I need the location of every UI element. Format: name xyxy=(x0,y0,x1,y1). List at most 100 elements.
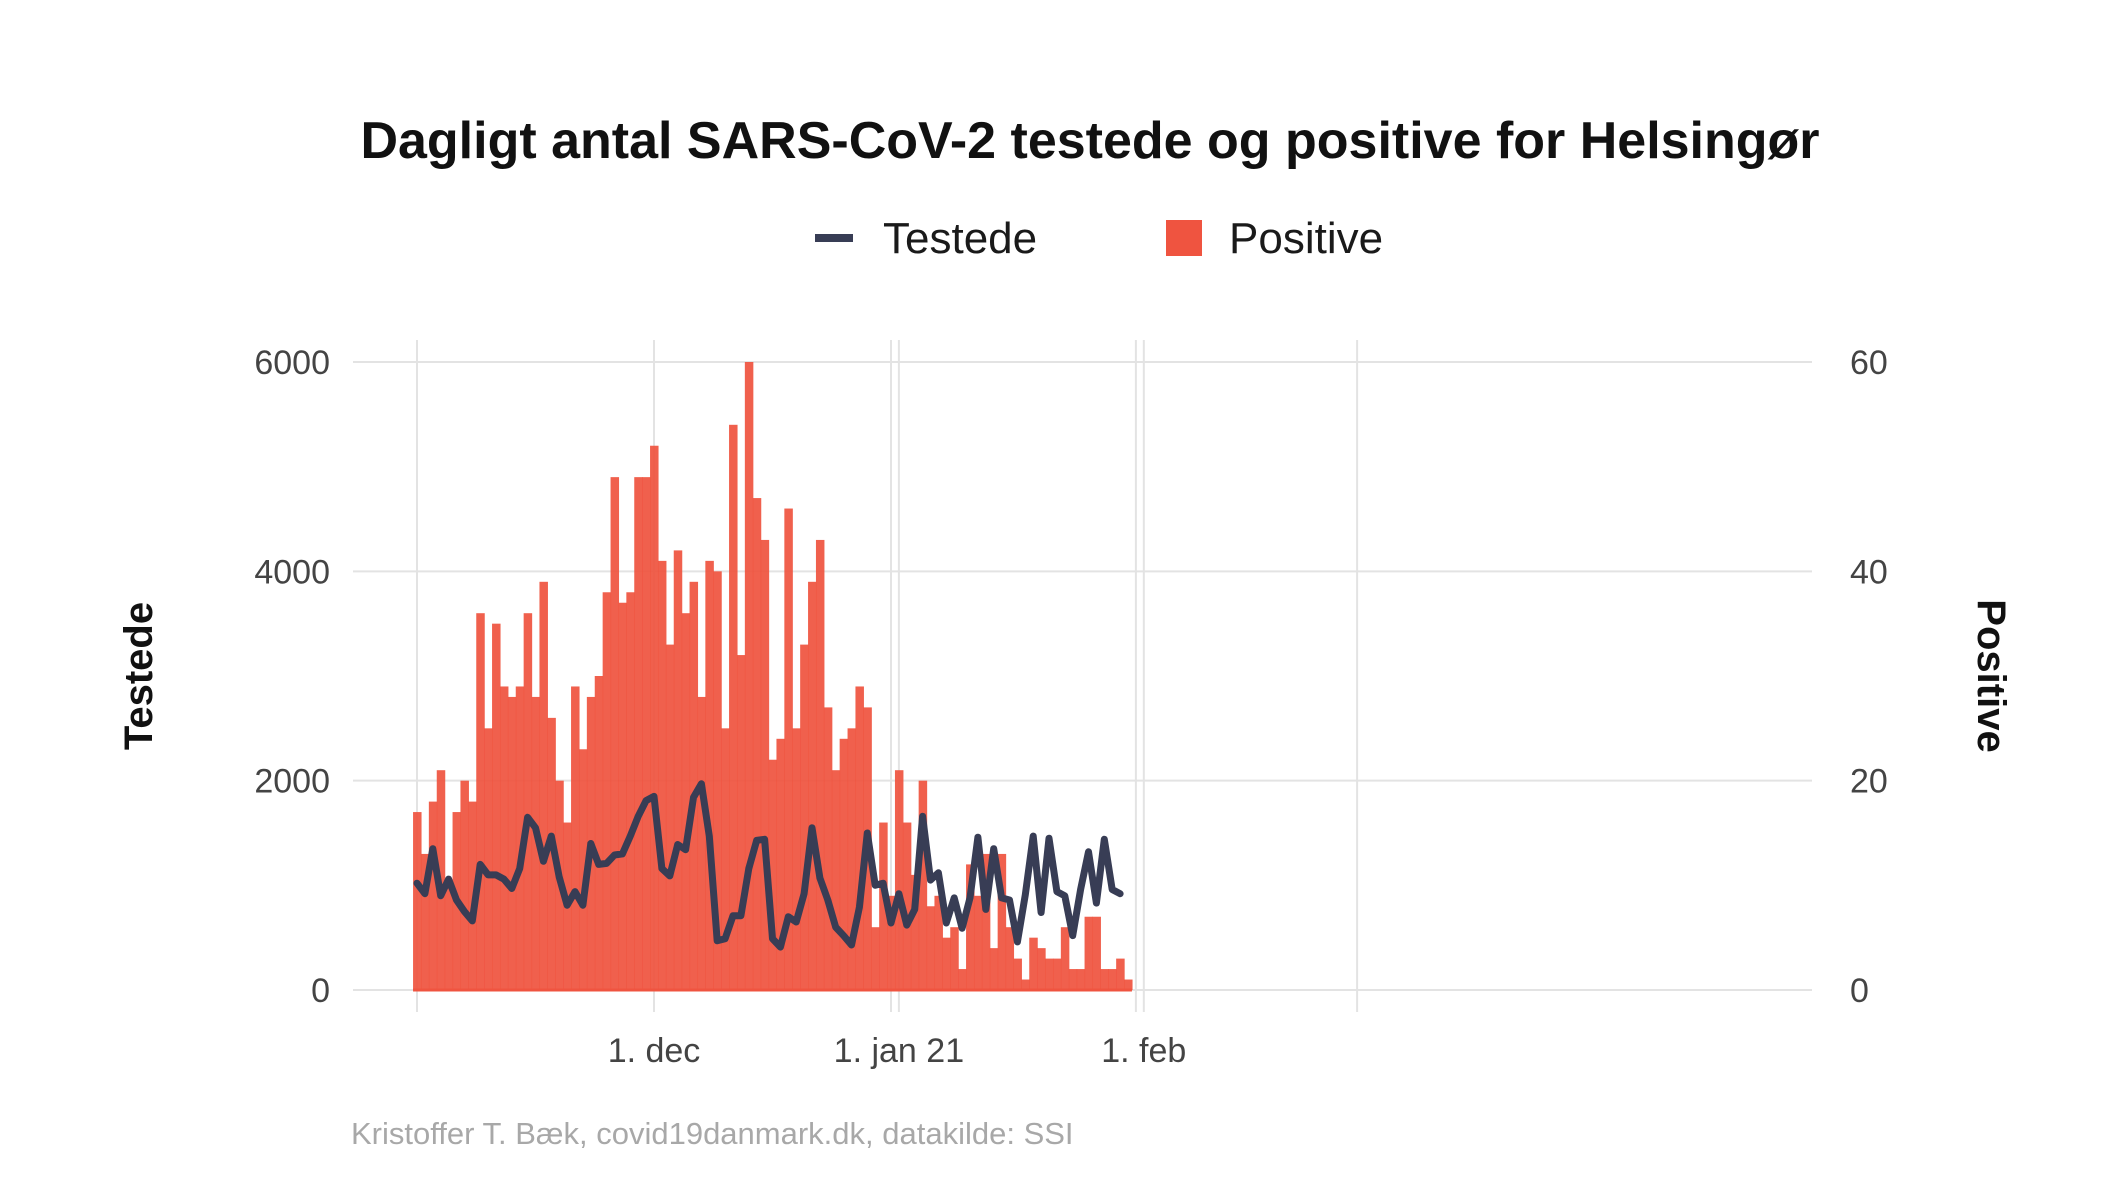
positive-bar xyxy=(499,686,509,990)
positive-bar xyxy=(855,686,864,990)
left-tick-label: 4000 xyxy=(254,553,330,591)
positive-bar xyxy=(776,738,785,990)
positive-bar xyxy=(950,927,959,990)
left-tick-label: 0 xyxy=(311,972,330,1010)
left-tick-label: 6000 xyxy=(254,344,330,382)
positive-bar xyxy=(721,728,730,990)
right-tick-label: 0 xyxy=(1850,972,1869,1010)
left-axis-title: Testede xyxy=(117,602,161,750)
positive-bar xyxy=(1124,979,1133,990)
positive-bar xyxy=(973,895,983,990)
testede-line xyxy=(413,780,1124,951)
legend: Testede Positive xyxy=(815,214,1383,263)
positive-bar xyxy=(634,477,643,991)
left-axis-ticks: 0 2000 4000 6000 xyxy=(254,344,330,1010)
positive-bar xyxy=(713,571,722,990)
legend-testede-label: Testede xyxy=(883,214,1037,263)
right-axis-title: Positive xyxy=(1969,599,2013,752)
positive-bar xyxy=(681,613,691,990)
caption: Kristoffer T. Bæk, covid19danmark.dk, da… xyxy=(351,1116,1074,1151)
positive-bar xyxy=(966,864,975,990)
positive-bar xyxy=(926,906,936,990)
positive-bar xyxy=(1092,916,1101,990)
positive-bar xyxy=(673,550,683,990)
positive-bar xyxy=(650,445,659,990)
positive-bar xyxy=(665,644,675,990)
positive-bar xyxy=(484,728,493,990)
positive-bar xyxy=(444,885,454,990)
positive-bar xyxy=(657,560,667,990)
positive-bar xyxy=(729,424,738,990)
positive-bar xyxy=(800,644,809,990)
positive-bar xyxy=(839,738,849,990)
positive-bar xyxy=(910,874,920,990)
positive-bar xyxy=(847,728,857,990)
x-axis-ticks: 1. dec 1. jan 21 1. feb xyxy=(608,1032,1187,1070)
positive-bar xyxy=(1045,958,1054,990)
right-tick-label: 40 xyxy=(1850,553,1888,591)
positive-bar xyxy=(902,822,912,990)
positive-bar xyxy=(697,696,706,990)
positive-bar xyxy=(894,770,904,990)
positive-bar xyxy=(507,696,517,990)
positive-bar xyxy=(744,362,754,990)
positive-bar xyxy=(1116,958,1125,990)
positive-bar xyxy=(736,655,746,990)
positive-bar xyxy=(752,498,762,990)
positive-bar xyxy=(602,592,612,990)
positive-bar xyxy=(460,780,469,990)
legend-positive-label: Positive xyxy=(1229,214,1383,263)
right-axis-ticks: 0 20 40 60 xyxy=(1850,344,1888,1010)
positive-bar xyxy=(934,895,943,990)
testede-line-path xyxy=(413,780,1124,951)
positive-bar xyxy=(1029,937,1038,990)
positive-bar xyxy=(989,948,999,990)
positive-bar xyxy=(539,581,548,990)
positive-bar xyxy=(413,812,422,990)
chart-title: Dagligt antal SARS-CoV-2 testede og posi… xyxy=(360,112,1819,170)
positive-bar xyxy=(997,853,1007,990)
positive-bar xyxy=(428,801,438,990)
legend-positive-swatch xyxy=(1166,220,1202,256)
positive-bar xyxy=(768,759,778,990)
positive-bar xyxy=(958,969,967,990)
positive-bar xyxy=(1013,958,1022,990)
positive-bar xyxy=(578,749,588,990)
positive-bar xyxy=(887,895,896,990)
positive-bar xyxy=(705,560,714,990)
positive-bar xyxy=(1037,948,1046,990)
positive-bar xyxy=(1060,927,1070,990)
positive-bar xyxy=(515,686,525,990)
positive-bar xyxy=(1100,969,1109,990)
positive-bar xyxy=(942,937,951,990)
positive-bar xyxy=(626,592,635,990)
positive-bar xyxy=(1052,958,1062,990)
positive-bar xyxy=(1076,969,1086,990)
positive-bar xyxy=(420,853,430,990)
positive-bar xyxy=(879,822,888,990)
positive-bar xyxy=(523,613,533,990)
x-tick-label: 1. jan 21 xyxy=(834,1032,964,1070)
positive-bar xyxy=(784,508,793,990)
positive-bar xyxy=(689,581,699,990)
positive-bar xyxy=(1108,969,1117,990)
positive-bar xyxy=(476,613,485,990)
positive-bar xyxy=(981,853,991,990)
positive-bar xyxy=(610,477,620,991)
positive-bar xyxy=(760,539,770,990)
positive-bar xyxy=(492,623,501,990)
x-tick-label: 1. dec xyxy=(608,1032,701,1070)
positive-bar xyxy=(831,770,841,990)
positive-bar xyxy=(808,581,817,990)
positive-bar xyxy=(1021,979,1030,990)
positive-bar xyxy=(1005,927,1015,990)
positive-bar xyxy=(642,477,651,991)
right-tick-label: 20 xyxy=(1850,763,1888,801)
x-tick-label: 1. feb xyxy=(1101,1032,1186,1070)
positive-bar xyxy=(571,686,580,990)
positive-bar xyxy=(871,927,880,990)
positive-bar xyxy=(792,728,801,990)
positive-bar xyxy=(918,780,928,990)
positive-bar xyxy=(1084,916,1094,990)
